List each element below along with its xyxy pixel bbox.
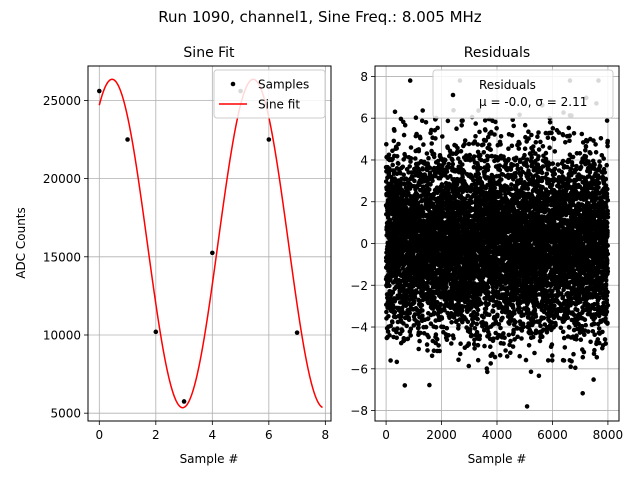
figure-title: Run 1090, channel1, Sine Freq.: 8.005 MH…: [158, 8, 482, 26]
r-xtick-label: 6000: [537, 428, 568, 442]
residuals-xlabel: Sample #: [468, 452, 527, 466]
r-ytick-label: −2: [350, 279, 368, 293]
l-xtick-label: 8: [322, 428, 330, 442]
sample-point: [294, 330, 300, 335]
sample-point: [181, 399, 187, 404]
l-ytick-label: 5000: [50, 407, 81, 421]
legend-residuals-marker: [450, 92, 456, 98]
sine-fit-plot-area: [88, 66, 331, 421]
r-xtick-label: 0: [382, 428, 390, 442]
r-ytick-label: 6: [360, 112, 368, 126]
l-xtick-label: 0: [95, 428, 103, 442]
sample-point: [153, 329, 159, 335]
sine-fit-ylabel: ADC Counts: [14, 207, 28, 279]
residuals-panel: Residuals 0 2000 4000 6000 8000 −8 −6 −4 −2 0 2 4 6…: [350, 45, 623, 466]
r-ytick-label: 8: [360, 70, 368, 84]
sine-fit-legend: Samples Sine fit: [213, 69, 326, 119]
residuals-title: Residuals: [464, 45, 530, 61]
r-ytick-label: 4: [360, 153, 368, 167]
sample-point: [125, 137, 130, 142]
legend-residuals-label: Residuals: [479, 78, 536, 92]
sample-point: [97, 88, 102, 94]
l-ytick-label: 25000: [43, 94, 81, 108]
sample-point: [210, 250, 215, 256]
legend-samples-label: Samples: [258, 78, 309, 92]
r-ytick-label: −6: [350, 362, 368, 376]
l-ytick-label: 20000: [43, 172, 81, 186]
residual-points: [383, 78, 611, 409]
l-xtick-label: 6: [265, 428, 273, 442]
r-ytick-label: 2: [360, 195, 368, 209]
l-xtick-label: 4: [209, 428, 217, 442]
l-ytick-label: 10000: [43, 328, 81, 342]
r-xtick-label: 2000: [426, 428, 457, 442]
r-xtick-label: 4000: [482, 428, 513, 442]
l-xtick-label: 2: [152, 428, 160, 442]
r-ytick-label: −8: [350, 404, 368, 418]
sample-point: [266, 137, 272, 142]
residuals-legend: Residuals μ = -0.0, σ = 2.11: [432, 69, 614, 119]
sine-fit-title: Sine Fit: [183, 45, 235, 61]
legend-sine-fit-label: Sine fit: [258, 98, 300, 112]
r-ytick-label: 0: [360, 237, 368, 251]
r-ytick-label: −4: [350, 321, 368, 335]
sine-fit-curve: [98, 78, 323, 409]
sine-fit-xlabel: Sample #: [180, 452, 239, 466]
r-xtick-label: 8000: [593, 428, 624, 442]
l-ytick-label: 15000: [43, 250, 81, 264]
legend-samples-marker: [230, 81, 236, 87]
legend-residuals-stats: μ = -0.0, σ = 2.11: [479, 95, 587, 109]
